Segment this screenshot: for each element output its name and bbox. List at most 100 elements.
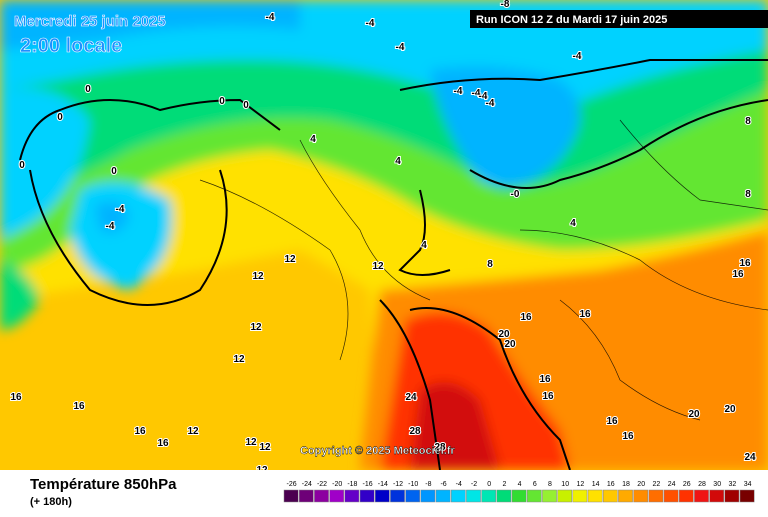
contour-label: 20 (724, 404, 736, 415)
contour-label: 4 (421, 240, 427, 251)
legend-swatch (633, 489, 649, 503)
contour-label: 12 (284, 254, 296, 265)
copyright: Copyright © 2025 Meteociel.fr (300, 445, 456, 457)
legend-swatch (390, 489, 405, 503)
legend-swatch (678, 489, 694, 503)
contour-label: -4 (106, 221, 115, 232)
contour-label: -4 (486, 98, 495, 109)
contour-label: 28 (409, 426, 421, 437)
legend-tick-label: 22 (653, 481, 661, 488)
legend-tick-label: 32 (729, 481, 737, 488)
legend-tick-label: -4 (456, 481, 462, 488)
contour-label: 28 (434, 442, 446, 453)
contour-label: 12 (256, 465, 268, 476)
coastlines (19, 59, 768, 470)
legend-swatch (618, 489, 633, 503)
contour-label: 12 (372, 261, 384, 272)
contour-label: 4 (570, 218, 576, 229)
contour-label: 0 (111, 166, 117, 177)
footer-subtitle: (+ 180h) (30, 496, 72, 508)
legend-swatch (663, 489, 679, 503)
legend-swatch (496, 489, 512, 503)
legend-swatch (587, 489, 603, 503)
legend-swatch (648, 489, 664, 503)
contour-label: -8 (501, 0, 510, 10)
legend-tick-label: -6 (440, 481, 446, 488)
legend-tick-label: 34 (744, 481, 752, 488)
contour-label: -4 (266, 12, 275, 23)
contour-label: 12 (245, 437, 257, 448)
forecast-date: Mercredi 25 juin 2025 (14, 13, 166, 30)
legend-tick-label: -20 (332, 481, 342, 488)
contour-label: 16 (542, 391, 554, 402)
forecast-time: 2:00 locale (20, 35, 122, 57)
legend-swatch (542, 489, 557, 503)
contour-label: 8 (487, 259, 493, 270)
contour-label: -4 (116, 204, 125, 215)
contour-label: 4 (395, 156, 401, 167)
legend-tick-label: 4 (518, 481, 522, 488)
contour-label: 16 (622, 431, 634, 442)
legend-tick-label: 18 (622, 481, 630, 488)
legend-tick-label: 2 (502, 481, 506, 488)
legend-swatch (314, 489, 329, 503)
legend-tick-label: 24 (668, 481, 676, 488)
contour-label: 16 (539, 374, 551, 385)
legend-tick-label: 0 (487, 481, 491, 488)
legend-tick-label: -16 (363, 481, 373, 488)
legend-swatch (526, 489, 542, 503)
legend-swatch (557, 489, 573, 503)
contour-label: 0 (219, 96, 225, 107)
contour-label: -4 (396, 42, 405, 53)
contour-label: 24 (744, 452, 756, 463)
legend-tick-label: 12 (577, 481, 585, 488)
contour-label: 20 (498, 329, 510, 340)
legend-tick-label: 10 (561, 481, 569, 488)
legend-swatch (329, 489, 345, 503)
legend-swatch (572, 489, 588, 503)
contour-label: 12 (252, 271, 264, 282)
contour-label: 12 (233, 354, 245, 365)
contour-label: 16 (732, 269, 744, 280)
legend-tick-label: -12 (393, 481, 403, 488)
contour-label: -4 (479, 91, 488, 102)
legend-swatch (709, 489, 725, 503)
run-banner (470, 10, 768, 28)
footer-title: Température 850hPa (30, 476, 177, 493)
legend-swatch (435, 489, 451, 503)
contour-label: 0 (243, 100, 249, 111)
contour-label: 24 (405, 392, 417, 403)
legend-swatch (405, 489, 421, 503)
legend-swatch (739, 489, 755, 503)
legend-tick-label: 16 (607, 481, 615, 488)
legend-swatch (481, 489, 497, 503)
contour-label: -4 (366, 18, 375, 29)
contour-label: -0 (511, 189, 520, 200)
legend-swatch (511, 489, 527, 503)
contour-label: -4 (454, 86, 463, 97)
legend-swatch (602, 489, 618, 503)
contour-label: 16 (520, 312, 532, 323)
contour-label: 0 (85, 84, 91, 95)
legend-swatch (466, 489, 481, 503)
legend-swatch (344, 489, 360, 503)
contour-label: 16 (579, 309, 591, 320)
contour-label: 20 (688, 409, 700, 420)
borders (199, 119, 768, 421)
contour-label: 0 (19, 160, 25, 171)
legend-tick-label: 20 (637, 481, 645, 488)
contour-label: 16 (739, 258, 751, 269)
contour-label: 16 (73, 401, 85, 412)
legend-swatch (724, 489, 740, 503)
legend-tick-label: 30 (713, 481, 721, 488)
legend-tick-label: -18 (347, 481, 357, 488)
legend-tick-label: -2 (471, 481, 477, 488)
contour-label: -4 (573, 51, 582, 62)
legend-swatch (420, 489, 436, 503)
legend-tick-label: 6 (533, 481, 537, 488)
contour-label: 8 (745, 189, 751, 200)
contour-label: 8 (745, 116, 751, 127)
contour-label: 16 (134, 426, 146, 437)
